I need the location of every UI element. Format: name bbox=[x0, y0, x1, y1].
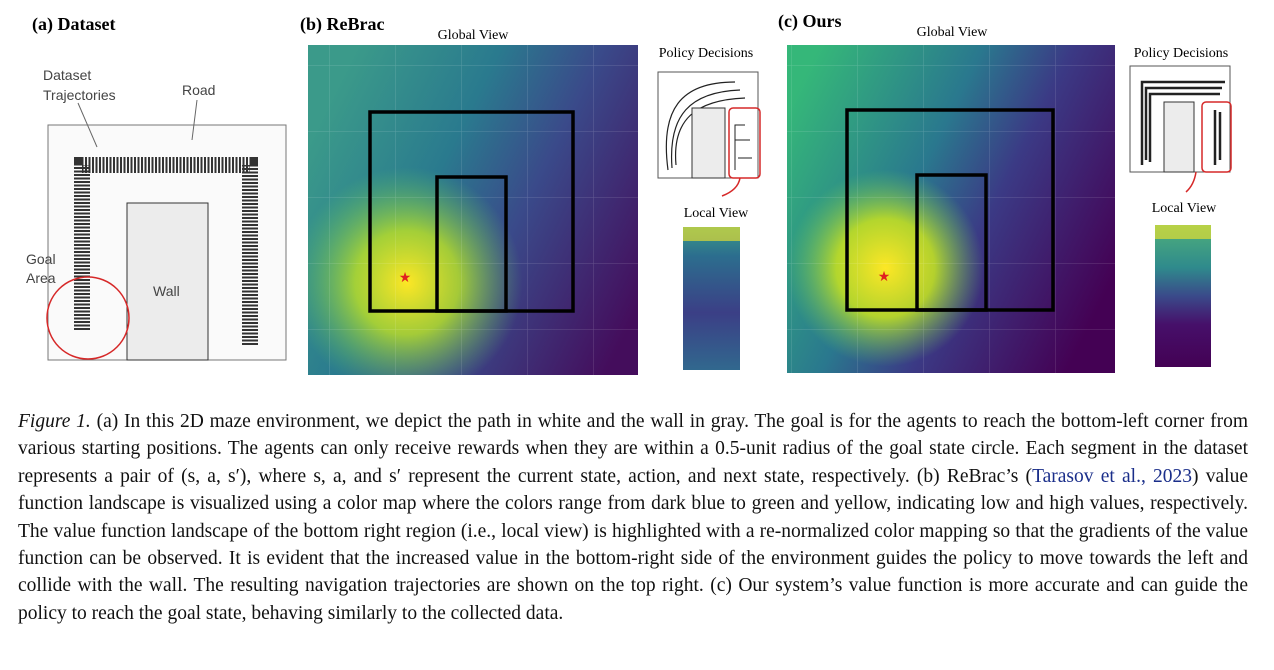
annotation: Dataset bbox=[43, 67, 91, 83]
goal-circle bbox=[46, 276, 130, 360]
local-heatmap bbox=[683, 227, 740, 370]
arrow bbox=[1185, 171, 1197, 193]
annotation: Road bbox=[182, 82, 215, 98]
wall bbox=[691, 107, 726, 179]
highlight bbox=[1201, 101, 1232, 173]
panel-title: (a) Dataset bbox=[32, 14, 115, 35]
view-label: Local View bbox=[684, 206, 749, 221]
goal-star: ★ bbox=[878, 270, 891, 285]
wall bbox=[1163, 101, 1195, 173]
caption-text: ) value function landscape is visualized… bbox=[18, 465, 1248, 624]
annotation: Wall bbox=[153, 283, 180, 299]
grid bbox=[308, 45, 638, 375]
maze-wall bbox=[915, 173, 988, 312]
local-heatmap bbox=[1155, 225, 1211, 367]
maze-wall bbox=[435, 175, 508, 313]
panel-title: (b) ReBrac bbox=[300, 14, 384, 35]
policy-trajectories bbox=[734, 124, 752, 170]
policy-trajectories bbox=[1140, 80, 1225, 165]
wall bbox=[126, 202, 209, 361]
trajectories bbox=[74, 157, 258, 345]
view-label: Local View bbox=[1152, 201, 1217, 216]
view-label: Global View bbox=[438, 28, 510, 43]
view-label: Policy Decisions bbox=[1134, 46, 1229, 61]
annotation: Area bbox=[26, 270, 56, 286]
caption-text: (a) In this 2D maze environment, we depi… bbox=[18, 411, 1248, 487]
annotation: Trajectories bbox=[43, 87, 116, 103]
arrow bbox=[721, 177, 741, 197]
annotation: Goal bbox=[26, 251, 56, 267]
goal-star: ★ bbox=[399, 271, 412, 286]
citation[interactable]: Tarasov et al., 2023 bbox=[1032, 465, 1193, 487]
figure: (a) Dataset Dataset Trajectories Road Go… bbox=[26, 11, 1232, 375]
caption-label: Figure 1. bbox=[18, 411, 91, 432]
view-label: Global View bbox=[917, 25, 989, 40]
arrow bbox=[191, 99, 198, 141]
caption: Figure 1. (a) In this 2D maze environmen… bbox=[18, 408, 1248, 627]
grid bbox=[787, 45, 1115, 373]
view-label: Policy Decisions bbox=[659, 46, 754, 61]
panel-title: (c) Ours bbox=[778, 11, 841, 32]
local-heatmap bbox=[683, 227, 740, 241]
highlight bbox=[728, 107, 761, 179]
policy-trajectories bbox=[665, 81, 746, 171]
local-heatmap bbox=[1155, 225, 1211, 239]
arrow bbox=[77, 102, 98, 148]
